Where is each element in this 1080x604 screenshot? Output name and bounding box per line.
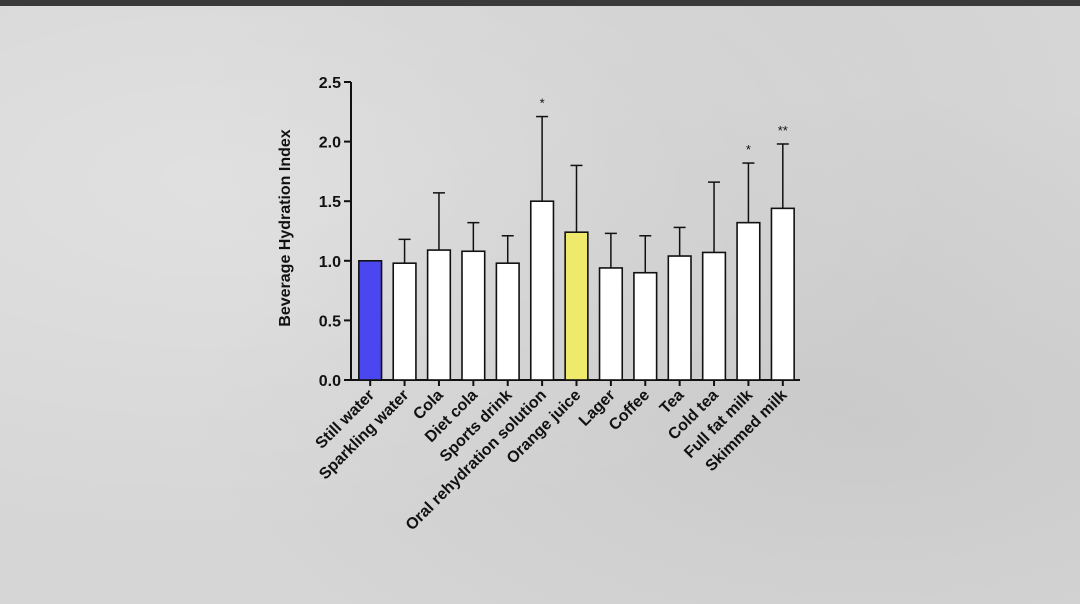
bar-10 xyxy=(701,251,727,381)
bar-9 xyxy=(667,255,692,381)
y-axis-label: Beverage Hydration Index xyxy=(277,129,294,327)
bar-3 xyxy=(461,250,486,381)
bar-7 xyxy=(598,267,624,381)
bar-0 xyxy=(358,259,383,381)
bar-11 xyxy=(736,221,761,381)
bars-group: **** xyxy=(358,96,795,381)
significance-annotation: ** xyxy=(778,123,788,138)
bar-2 xyxy=(426,249,452,381)
y-tick-label: 0.5 xyxy=(319,313,341,330)
bar-12 xyxy=(770,207,795,381)
y-axis-label-group: Beverage Hydration Index xyxy=(277,129,294,327)
bar-6 xyxy=(564,231,589,381)
significance-annotation: * xyxy=(540,96,545,111)
significance-annotation: * xyxy=(746,142,751,157)
y-tick-label: 1.5 xyxy=(319,194,341,211)
bar-5 xyxy=(529,200,555,381)
y-tick-label: 2.0 xyxy=(319,135,341,152)
bar-8 xyxy=(633,271,658,381)
y-tick-label: 1.0 xyxy=(319,254,341,271)
axes: 0.0 0.5 1.0 1.5 2.0 2.5 xyxy=(319,75,800,390)
y-tick-label: 2.5 xyxy=(319,75,341,92)
bar-1 xyxy=(392,262,417,381)
bar-4 xyxy=(495,262,520,381)
y-tick-label: 0.0 xyxy=(319,373,341,390)
top-strip xyxy=(0,0,1080,6)
